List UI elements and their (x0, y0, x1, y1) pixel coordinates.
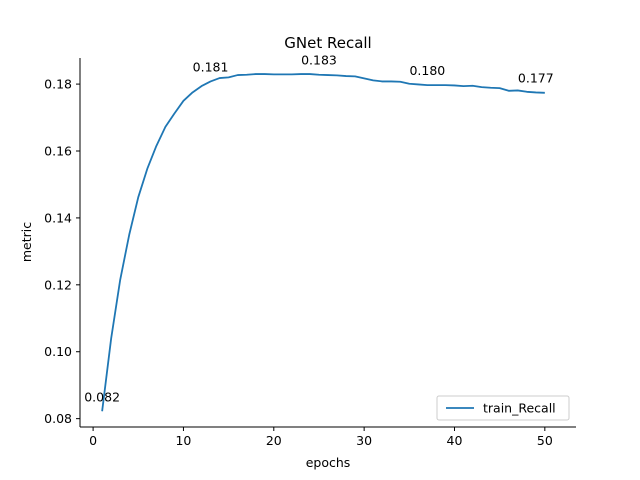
y-tick-label: 0.12 (44, 277, 72, 292)
series-layer (101, 73, 545, 412)
y-tick-label: 0.18 (44, 77, 72, 92)
legend-label: train_Recall (483, 401, 556, 416)
data-label: 0.181 (193, 59, 229, 74)
data-label: 0.180 (409, 63, 445, 78)
y-tick-label: 0.16 (44, 144, 72, 159)
x-tick-label: 0 (89, 433, 97, 448)
x-tick-label: 40 (447, 433, 463, 448)
x-tick-label: 30 (356, 433, 372, 448)
annotation-layer: 0.082 0.181 0.183 0.180 0.177 (84, 53, 553, 405)
y-axis-label: metric (19, 222, 34, 262)
y-tick-label: 0.14 (44, 210, 72, 225)
chart-title: GNet Recall (284, 34, 371, 52)
legend-box (436, 395, 570, 421)
x-tick-label: 20 (266, 433, 282, 448)
data-label: 0.177 (518, 70, 554, 85)
y-tick-label: 0.08 (44, 411, 72, 426)
x-tick-label: 50 (537, 433, 553, 448)
y-tick-label: 0.10 (44, 344, 72, 359)
legend: train_Recall (436, 395, 570, 421)
series-line-train_Recall (101, 73, 545, 412)
x-tick-label: 10 (175, 433, 191, 448)
data-label: 0.183 (301, 53, 337, 68)
x-axis-label: epochs (306, 455, 351, 470)
x-ticks: 0 10 20 30 40 50 (89, 427, 553, 448)
y-ticks: 0.08 0.10 0.12 0.14 0.16 0.18 (44, 77, 80, 426)
data-label: 0.082 (84, 389, 120, 404)
